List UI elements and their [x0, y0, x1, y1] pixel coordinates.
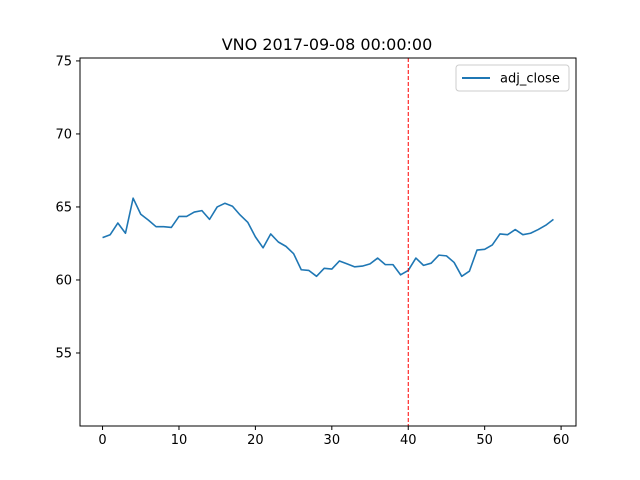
x-tick-label: 60 — [553, 433, 570, 448]
axes-frame — [79, 57, 577, 427]
y-tick-label: 60 — [55, 273, 72, 288]
y-tick-label: 55 — [55, 346, 72, 361]
legend-label-adj-close: adj_close — [500, 72, 560, 87]
y-tick-label: 75 — [55, 54, 72, 69]
x-tick-label: 30 — [324, 433, 341, 448]
series-line-adj-close — [102, 197, 554, 278]
plot-area: 0 10 20 30 40 50 60 55 60 65 70 75 — [55, 54, 569, 448]
x-tick-label: 20 — [247, 433, 264, 448]
legend-box — [455, 64, 570, 92]
x-tick-label: 10 — [171, 433, 188, 448]
x-tick-label: 0 — [98, 433, 106, 448]
legend: adj_close — [455, 64, 570, 92]
y-tick-label: 65 — [55, 200, 72, 215]
y-tick-label: 70 — [55, 127, 72, 142]
chart-title: VNO 2017-09-08 00:00:00 — [222, 35, 433, 54]
x-tick-label: 50 — [476, 433, 493, 448]
x-tick-label: 40 — [400, 433, 417, 448]
